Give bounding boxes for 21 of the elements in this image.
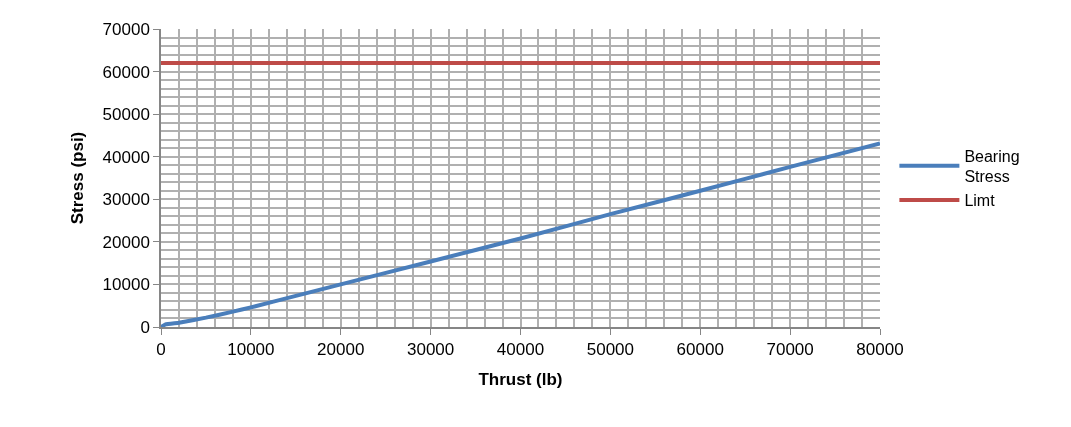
y-tick-label: 30000 [102,190,150,210]
x-tick-label: 80000 [856,340,904,360]
y-axis-title: Stress (psi) [67,131,87,225]
y-tick-label: 70000 [102,19,150,39]
x-tick-label: 60000 [676,340,724,360]
legend-label: Bearing Stress [964,147,1020,186]
x-tick-label: 10000 [227,340,275,360]
y-tick-label: 10000 [102,275,150,295]
x-tick-label: 50000 [586,340,635,360]
x-tick-label: 30000 [406,340,455,360]
x-tick-label: 40000 [496,340,545,360]
legend-label: Limt [964,192,996,210]
y-tick-label: 60000 [102,62,150,82]
x-axis-title: Thrust (lb) [478,370,563,390]
y-tick-label: 40000 [102,147,150,167]
x-tick-label: 0 [156,340,166,360]
x-tick-label: 70000 [766,340,814,360]
y-tick-label: 50000 [102,105,150,125]
y-tick-label: 0 [140,317,150,337]
x-tick-label: 20000 [317,340,365,360]
y-tick-label: 20000 [102,232,150,252]
